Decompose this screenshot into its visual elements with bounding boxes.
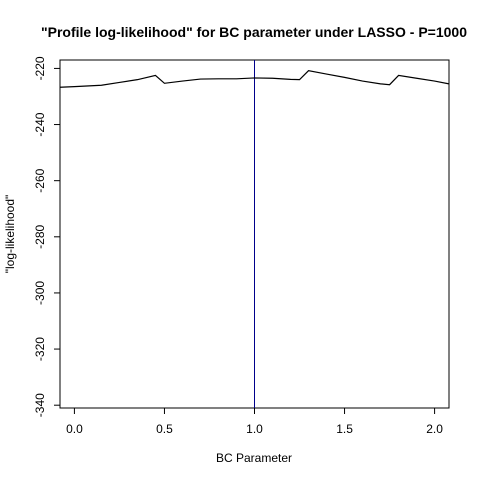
x-axis: 0.0 0.5 1.0 1.5 2.0	[66, 408, 443, 436]
y-tick-label: -220	[33, 56, 47, 80]
y-axis-label: "log-likelihood"	[3, 195, 17, 274]
x-tick-label: 1.5	[336, 422, 353, 436]
plot-area	[59, 60, 450, 408]
x-tick-label: 0.5	[156, 422, 173, 436]
x-axis-label: BC Parameter	[216, 451, 292, 465]
x-tick-label: 0.0	[66, 422, 83, 436]
x-tick-label: 1.0	[246, 422, 263, 436]
series-line	[59, 70, 450, 88]
x-tick-label: 2.0	[426, 422, 443, 436]
y-tick-label: -260	[33, 168, 47, 192]
y-tick-label: -320	[33, 337, 47, 361]
y-axis: -220 -240 -260 -280 -300 -320 -340	[33, 56, 60, 417]
y-tick-label: -240	[33, 112, 47, 136]
chart-title: "Profile log-likelihood" for BC paramete…	[41, 24, 467, 40]
y-tick-label: -280	[33, 224, 47, 248]
y-tick-label: -300	[33, 281, 47, 305]
y-tick-label: -340	[33, 393, 47, 417]
